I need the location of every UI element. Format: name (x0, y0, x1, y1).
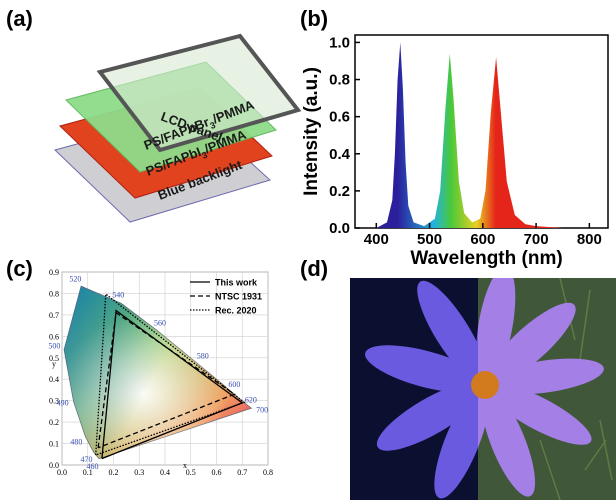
figure: (a) (b) (c) (d) LCD panel PS/FAPbBr3/PMM… (0, 0, 616, 500)
x-tick-label: 500 (417, 231, 442, 248)
x-axis-label: x (183, 461, 187, 470)
y-tick-label: 0.9 (49, 268, 59, 277)
panel-label: (a) (6, 6, 33, 31)
x-tick-label: 600 (470, 231, 495, 248)
wavelength-label: 620 (245, 395, 257, 404)
y-tick-label: 0.4 (49, 375, 59, 384)
spectrum-area (376, 42, 589, 228)
x-tick-label: 0.4 (160, 468, 170, 477)
legend-label: NTSC 1931 (215, 292, 262, 302)
layer-stack: LCD panel PS/FAPbBr3/PMMA PS/FAPbI3/PMMA… (55, 36, 298, 222)
spectrum-chart: 400 500 600 700 800 0.0 0.2 0.4 0.6 0.8 1.0 Wavelen… (301, 34, 608, 269)
wavelength-label: 520 (69, 274, 81, 283)
y-tick-label: 0.1 (49, 440, 59, 449)
legend-label: This work (215, 278, 258, 288)
x-tick-label: 0.6 (212, 468, 222, 477)
y-tick-label: 0.2 (49, 418, 59, 427)
legend-label: Rec. 2020 (215, 306, 257, 316)
wavelength-label: 700 (256, 405, 268, 414)
wavelength-label: 470 (81, 455, 93, 464)
x-tick-label: 0.5 (186, 468, 196, 477)
y-tick-label: 0.0 (329, 220, 350, 237)
y-tick-label: 0.6 (49, 332, 59, 341)
wavelength-label: 560 (154, 318, 166, 327)
x-tick-label: 0.3 (134, 468, 144, 477)
y-tick-label: 0.0 (49, 461, 59, 470)
x-tick-label: 0.7 (237, 468, 247, 477)
flower-photo (350, 264, 616, 500)
panel-label: (c) (6, 256, 33, 281)
y-tick-label: 0.8 (329, 72, 350, 89)
y-tick-label: 0.7 (49, 311, 59, 320)
y-tick-label: 0.6 (329, 109, 350, 126)
y-axis-label: y (52, 359, 56, 368)
wavelength-label: 490 (57, 399, 69, 408)
x-axis-label: Wavelength (nm) (410, 248, 562, 269)
y-tick-label: 1.0 (329, 34, 350, 51)
wavelength-label: 580 (197, 351, 209, 360)
x-tick-label: 400 (364, 231, 389, 248)
x-tick-label: 0.8 (263, 468, 273, 477)
wavelength-label: 540 (112, 291, 124, 300)
panel-label: (d) (300, 256, 328, 281)
y-tick-label: 0.2 (329, 183, 350, 200)
flower-center (471, 371, 499, 399)
panel-label: (b) (300, 6, 328, 31)
wavelength-label: 500 (48, 341, 60, 350)
y-tick-label: 0.8 (49, 289, 59, 298)
wavelength-label: 600 (228, 380, 240, 389)
x-tick-label: 700 (524, 231, 549, 248)
wavelength-label: 480 (70, 438, 82, 447)
x-tick-label: 800 (577, 231, 602, 248)
y-axis-label: Intensity (a.u.) (301, 67, 322, 196)
y-tick-label: 0.4 (329, 146, 351, 163)
x-tick-label: 0.2 (109, 468, 119, 477)
